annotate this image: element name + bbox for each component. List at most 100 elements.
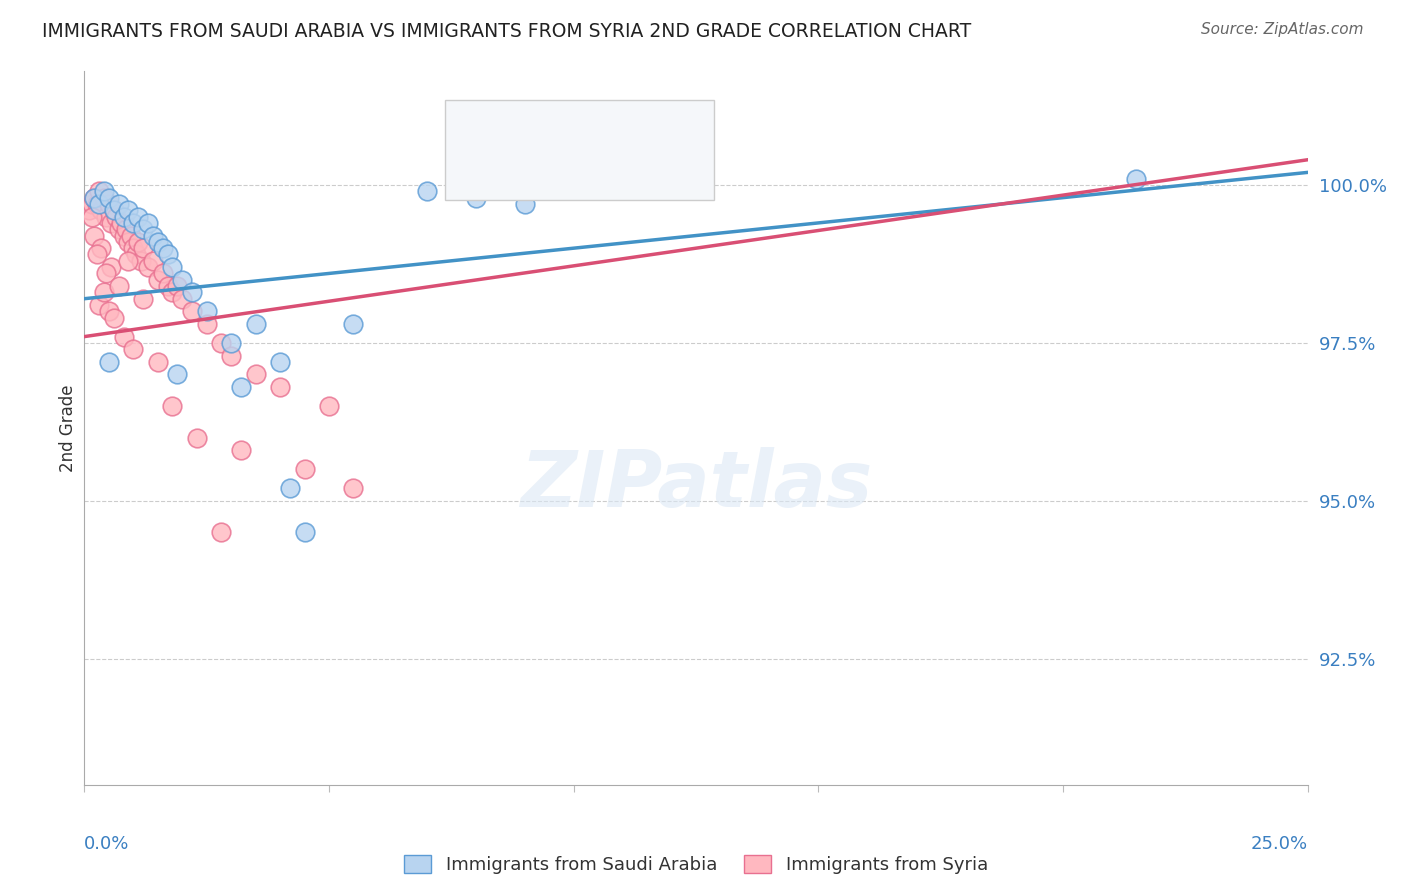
Point: [97, 355, 120, 369]
Point: [107, 197, 129, 211]
Text: Source: ZipAtlas.com: Source: ZipAtlas.com: [1201, 22, 1364, 37]
Point: [96, 210, 118, 224]
Point: [122, 216, 145, 230]
Point: [342, 317, 364, 331]
Point: [195, 317, 218, 331]
Point: [181, 304, 204, 318]
Point: [156, 279, 179, 293]
Point: [464, 191, 486, 205]
Point: [245, 317, 267, 331]
Legend: Immigrants from Saudi Arabia, Immigrants from Syria: Immigrants from Saudi Arabia, Immigrants…: [396, 847, 995, 881]
Point: [209, 525, 232, 540]
Point: [209, 335, 232, 350]
Point: [112, 329, 135, 343]
Point: [162, 285, 184, 300]
Point: [127, 210, 149, 224]
Text: 25.0%: 25.0%: [1250, 835, 1308, 853]
Point: [112, 228, 135, 243]
Point: [117, 203, 139, 218]
Point: [172, 292, 194, 306]
Point: [342, 481, 364, 495]
Point: [132, 241, 155, 255]
Point: [294, 462, 316, 476]
Point: [152, 241, 174, 255]
Point: [136, 216, 159, 230]
Text: ZIPatlas: ZIPatlas: [520, 447, 872, 524]
Point: [146, 355, 169, 369]
Point: [83, 228, 105, 243]
Point: [195, 304, 218, 318]
Point: [1125, 171, 1147, 186]
Point: [269, 355, 291, 369]
Y-axis label: 2nd Grade: 2nd Grade: [59, 384, 77, 472]
Point: [105, 210, 128, 224]
Point: [97, 191, 120, 205]
Point: [86, 247, 108, 261]
Point: [146, 273, 169, 287]
Point: [416, 185, 439, 199]
Point: [294, 525, 316, 540]
Point: [136, 260, 159, 274]
Point: [152, 267, 174, 281]
Point: [90, 203, 112, 218]
Point: [229, 443, 252, 458]
Point: [87, 298, 110, 312]
Point: [513, 197, 536, 211]
Point: [181, 285, 204, 300]
Point: [97, 304, 120, 318]
Point: [120, 228, 142, 243]
Point: [132, 222, 155, 236]
Point: [86, 197, 108, 211]
Point: [80, 210, 103, 224]
Point: [245, 368, 267, 382]
Point: [80, 197, 103, 211]
Point: [107, 279, 129, 293]
Point: [100, 260, 122, 274]
Point: [100, 216, 122, 230]
Point: [122, 241, 145, 255]
Point: [117, 253, 139, 268]
Point: [87, 185, 110, 199]
Point: [110, 216, 132, 230]
Point: [269, 380, 291, 394]
Point: [112, 210, 135, 224]
Point: [90, 241, 112, 255]
Point: [278, 481, 301, 495]
Point: [166, 279, 188, 293]
Point: [93, 191, 115, 205]
Point: [77, 203, 100, 218]
Point: [219, 335, 242, 350]
Point: [122, 343, 145, 357]
Point: [93, 185, 115, 199]
Point: [229, 380, 252, 394]
Text: IMMIGRANTS FROM SAUDI ARABIA VS IMMIGRANTS FROM SYRIA 2ND GRADE CORRELATION CHAR: IMMIGRANTS FROM SAUDI ARABIA VS IMMIGRAN…: [42, 22, 972, 41]
Point: [103, 203, 125, 218]
Point: [83, 191, 105, 205]
Point: [142, 228, 165, 243]
Point: [125, 247, 148, 261]
Point: [83, 191, 105, 205]
Point: [127, 235, 149, 249]
Point: [156, 247, 179, 261]
Point: [162, 260, 184, 274]
Point: [166, 368, 188, 382]
Point: [117, 235, 139, 249]
Point: [172, 273, 194, 287]
Point: [97, 197, 120, 211]
Point: [132, 292, 155, 306]
Point: [103, 203, 125, 218]
Point: [96, 267, 118, 281]
Point: [142, 253, 165, 268]
Point: [103, 310, 125, 325]
Point: [162, 399, 184, 413]
Text: 0.0%: 0.0%: [84, 835, 129, 853]
Point: [87, 197, 110, 211]
Point: [93, 285, 115, 300]
Point: [107, 222, 129, 236]
Point: [219, 349, 242, 363]
Point: [129, 253, 152, 268]
Point: [186, 431, 208, 445]
Point: [146, 235, 169, 249]
Point: [318, 399, 340, 413]
Point: [115, 222, 138, 236]
